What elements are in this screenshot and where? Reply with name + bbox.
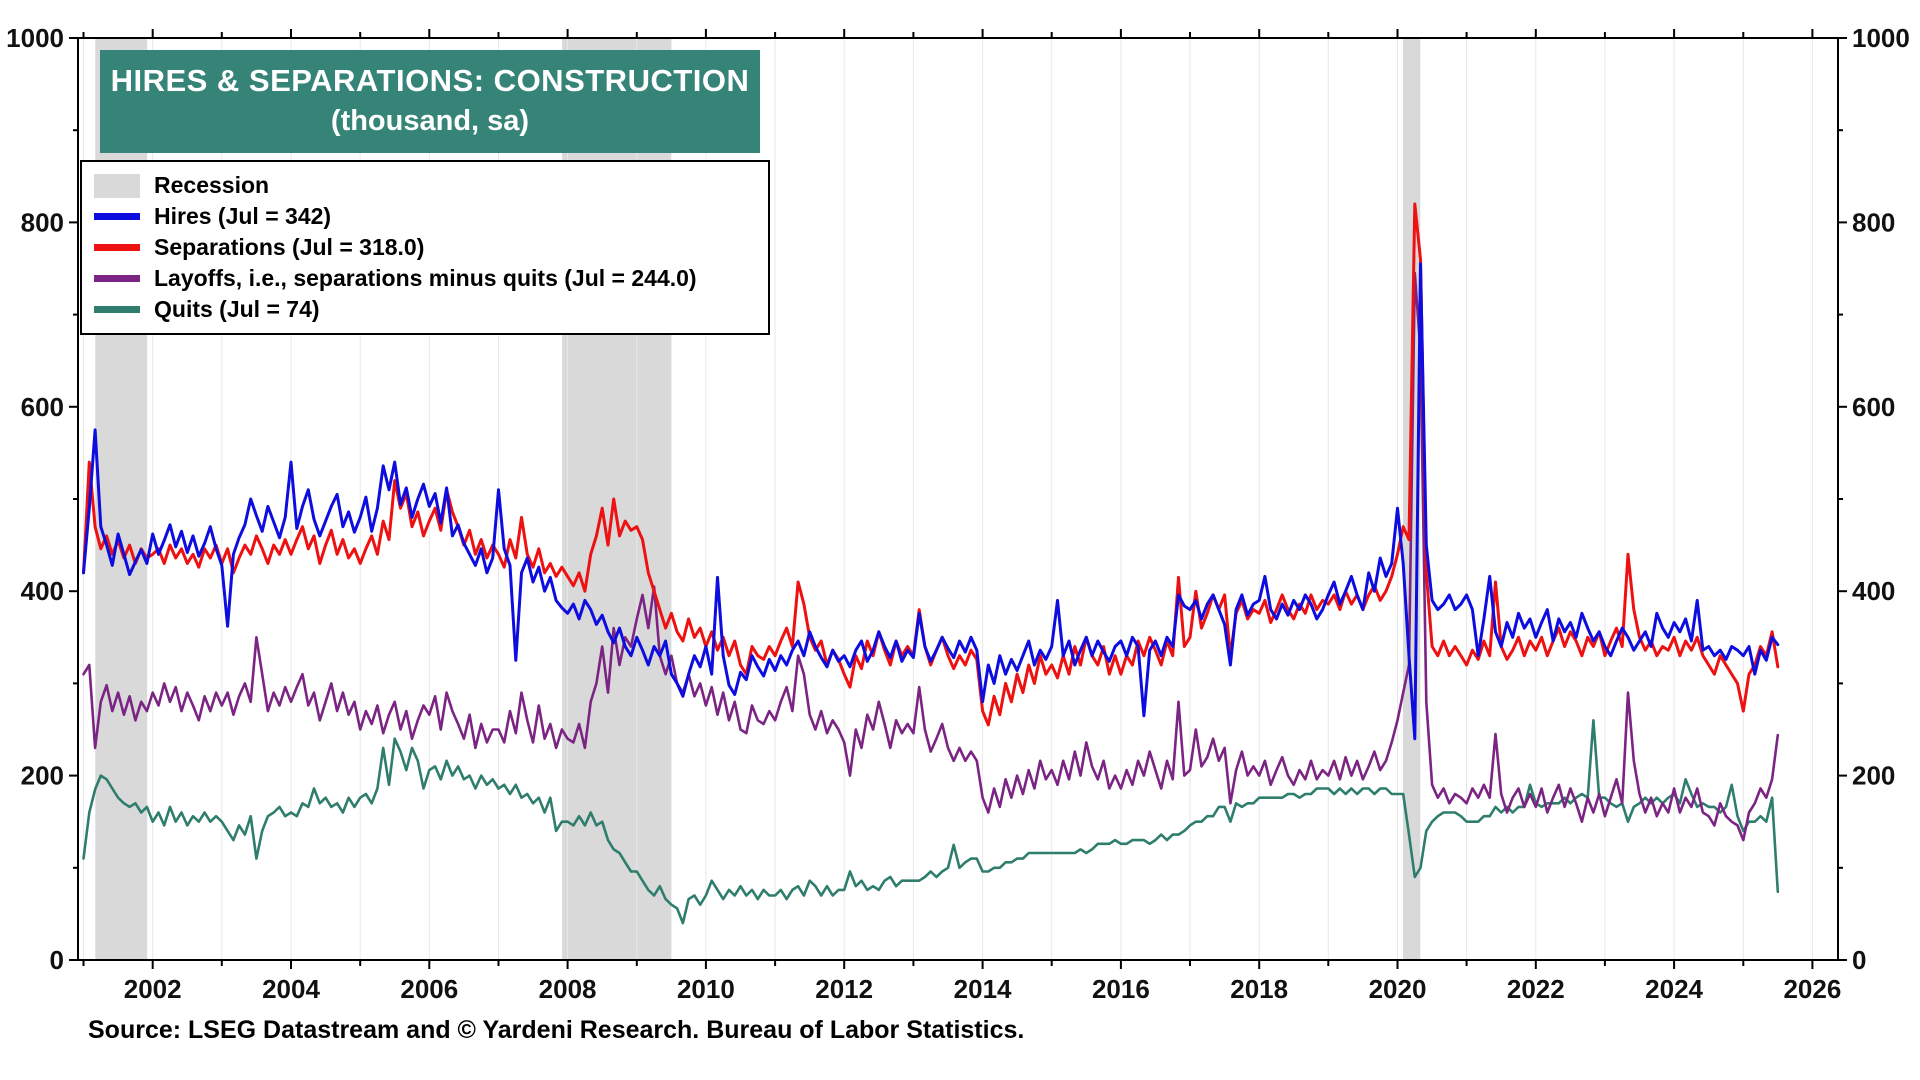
y-axis-label-left: 400: [21, 576, 64, 606]
x-axis-label: 2018: [1230, 974, 1288, 1004]
y-axis-label-right: 400: [1852, 576, 1895, 606]
y-axis-label-right: 200: [1852, 761, 1895, 791]
legend-item-quits: Quits (Jul = 74): [94, 294, 756, 325]
x-axis-label: 2012: [815, 974, 873, 1004]
legend-label-hires: Hires (Jul = 342): [154, 203, 332, 229]
x-axis-label: 2016: [1092, 974, 1150, 1004]
source-note: Source: LSEG Datastream and © Yardeni Re…: [88, 1016, 1025, 1044]
series-line-hires: [82, 262, 1780, 741]
hires-line-swatch: [94, 213, 140, 220]
separations-line-swatch: [94, 244, 140, 251]
x-axis-label: 2008: [539, 974, 597, 1004]
chart-title: HIRES & SEPARATIONS: CONSTRUCTION: [110, 63, 750, 98]
legend-label-quits: Quits (Jul = 74): [154, 296, 320, 322]
quits-line-swatch: [94, 306, 140, 313]
y-axis-label-left: 200: [21, 761, 64, 791]
x-axis-label: 2024: [1645, 974, 1703, 1004]
x-axis-label: 2006: [400, 974, 458, 1004]
legend-label-separations: Separations (Jul = 318.0): [154, 234, 425, 260]
y-axis-label-right: 1000: [1852, 23, 1910, 53]
y-axis-label-left: 0: [50, 945, 64, 975]
x-axis-label: 2004: [262, 974, 320, 1004]
x-axis-label: 2010: [677, 974, 735, 1004]
x-axis-label: 2002: [124, 974, 182, 1004]
recession-swatch: [94, 173, 140, 198]
legend-item-separations: Separations (Jul = 318.0): [94, 232, 756, 263]
legend-item-hires: Hires (Jul = 342): [94, 201, 756, 232]
y-axis-label-right: 0: [1852, 945, 1866, 975]
x-axis-label: 2020: [1369, 974, 1427, 1004]
chart-title-box: HIRES & SEPARATIONS: CONSTRUCTION (thous…: [100, 50, 760, 153]
legend: Recession Hires (Jul = 342) Separations …: [80, 160, 770, 335]
y-axis-label-left: 1000: [6, 23, 64, 53]
x-axis-label: 2022: [1507, 974, 1565, 1004]
series-line-layoffs: [82, 271, 1780, 842]
legend-label-recession: Recession: [154, 172, 270, 198]
legend-item-layoffs: Layoffs, i.e., separations minus quits (…: [94, 263, 756, 294]
x-axis-label: 2026: [1783, 974, 1841, 1004]
legend-item-recession: Recession: [94, 170, 756, 201]
series-line-separations: [82, 202, 1780, 727]
x-axis-label: 2014: [954, 974, 1012, 1004]
series-line-quits: [82, 719, 1780, 925]
chart-subtitle: (thousand, sa): [330, 105, 530, 137]
y-axis-label-left: 600: [21, 392, 64, 422]
y-axis-label-left: 800: [21, 207, 64, 237]
y-axis-label-right: 600: [1852, 392, 1895, 422]
legend-label-layoffs: Layoffs, i.e., separations minus quits (…: [154, 265, 697, 291]
y-axis-label-right: 800: [1852, 207, 1895, 237]
layoffs-line-swatch: [94, 275, 140, 282]
